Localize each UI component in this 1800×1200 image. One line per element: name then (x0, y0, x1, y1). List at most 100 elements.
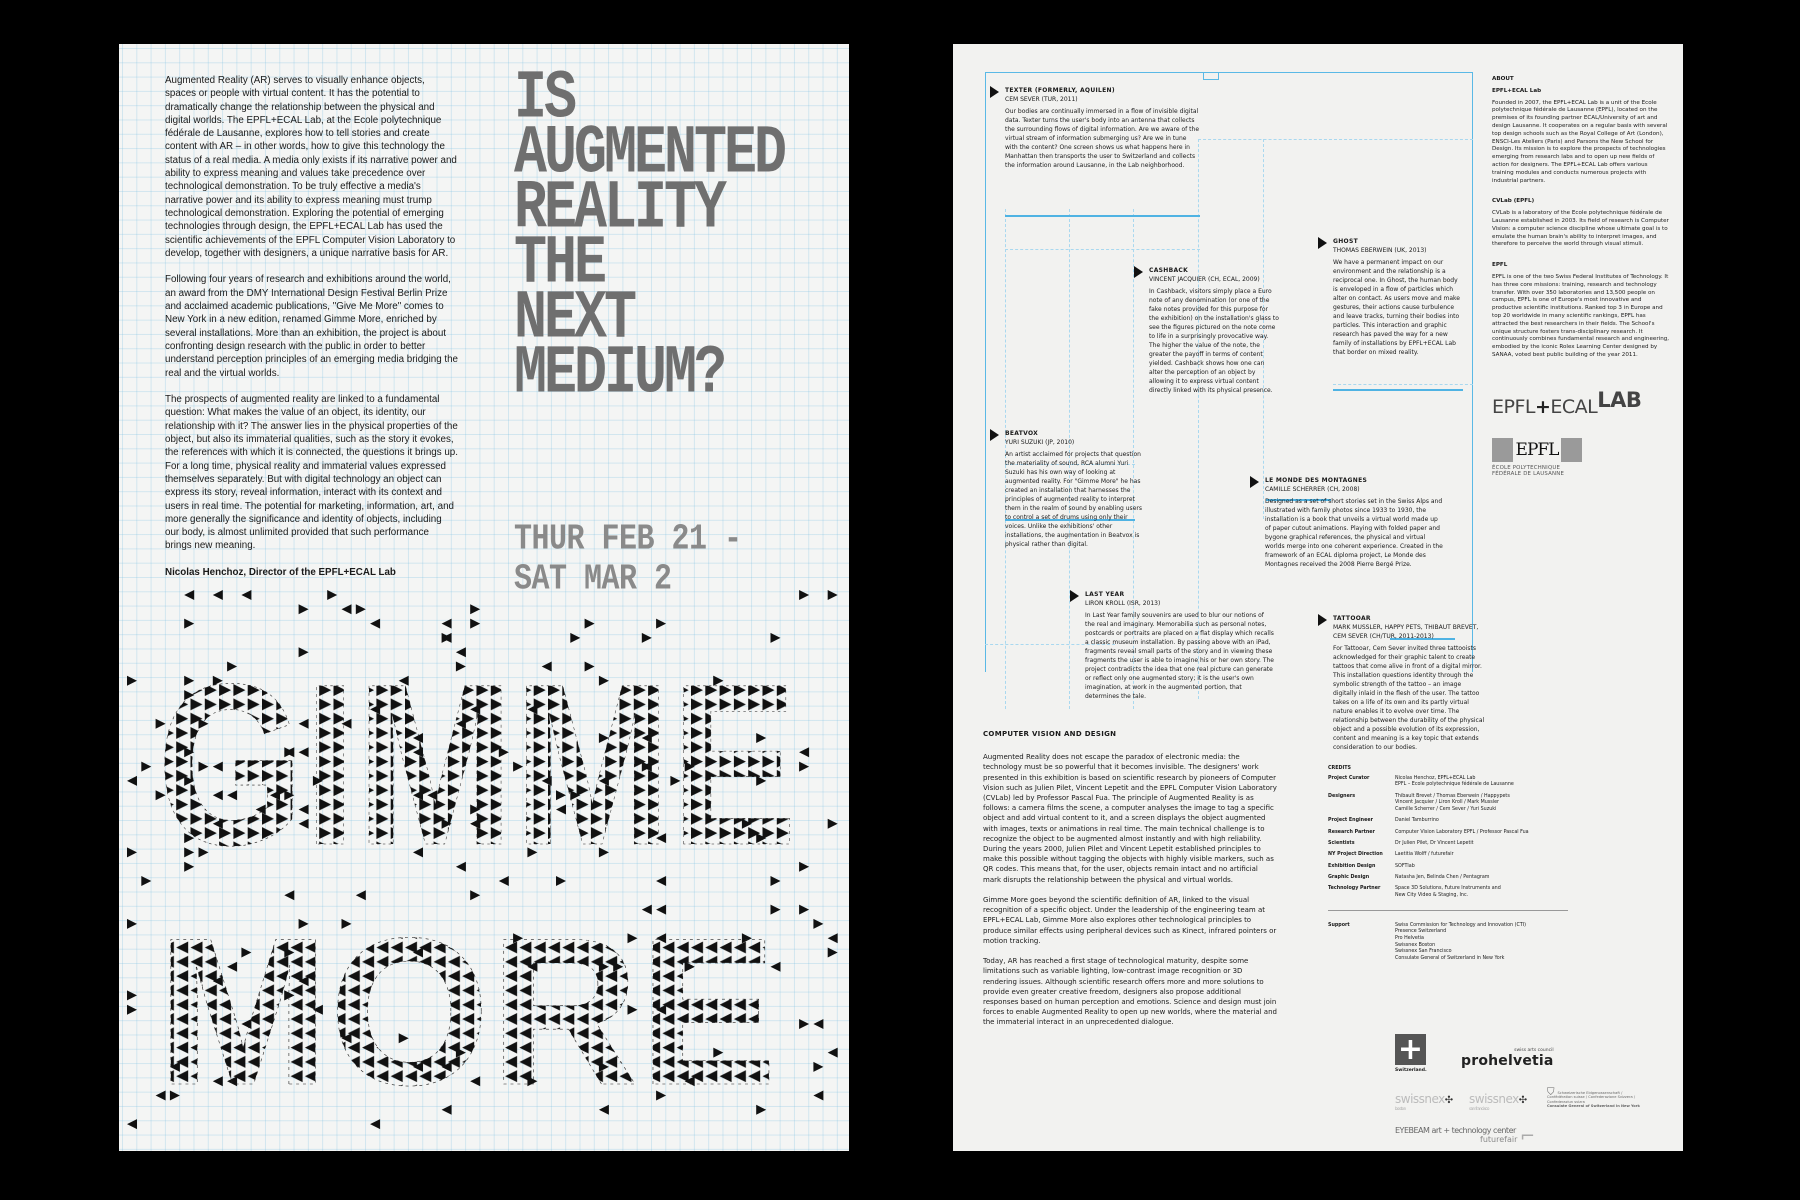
triangle-mark (212, 790, 223, 801)
logo-text: swissnex (1469, 1092, 1519, 1106)
triangle-mark (398, 1033, 409, 1044)
logo-text: ÉCOLE POLYTECHNIQUE (1492, 465, 1561, 471)
epfl-ecal-lab-logo: EPFL+ECALLAB (1492, 388, 1642, 418)
triangle-mark (770, 961, 781, 972)
logo-text: Consulate General of Switzerland in New … (1547, 1104, 1640, 1109)
credit-value: Space 3D Solutions, Future Instruments a… (1395, 886, 1501, 898)
triangle-mark (141, 761, 152, 772)
triangle-mark (227, 661, 238, 672)
triangle-mark (341, 918, 352, 929)
triangle-mark (584, 661, 595, 672)
triangle-mark (470, 704, 481, 715)
epfl-logo: EPFL ÉCOLE POLYTECHNIQUE FÉDÉRALE DE LAU… (1492, 438, 1582, 477)
triangle-mark (498, 747, 509, 758)
triangle-mark (241, 1019, 252, 1029)
shield-icon: ⛉ (1547, 1087, 1555, 1098)
triangle-mark (684, 761, 695, 772)
switzerland-cross-logo: + (1395, 1034, 1426, 1065)
eyebeam-logo: EYEBEAM art + technology center (1395, 1126, 1516, 1135)
credit-value: Dr Julien Pilet, Dr Vincent Lepetit (1395, 841, 1474, 846)
triangle-mark (184, 847, 195, 858)
intro-paragraph: Augmented Reality (AR) serves to visuall… (165, 75, 457, 259)
triangle-mark (127, 675, 137, 686)
play-arrow-icon (990, 429, 999, 441)
triangle-mark (813, 1061, 824, 1072)
logo-text: Switzerland. (1395, 1068, 1427, 1073)
headline-line: IS (514, 59, 577, 138)
project-tattooar: TATTOOAR MARK MUSSLER, HAPPY PETS, THIBA… (1318, 614, 1485, 752)
triangle-mark (556, 790, 566, 801)
title-line-gimme: GIMME (157, 636, 797, 893)
credit-label: Technology Partner (1328, 886, 1381, 892)
triangle-mark (427, 790, 438, 801)
triangle-mark (312, 1004, 323, 1015)
triangle-mark (270, 790, 280, 801)
triangle-mark (827, 590, 838, 600)
project-texter: TEXTER (FORMERLY, AQUILEN) CEM SEVER (TU… (990, 86, 1200, 170)
triangle-mark (627, 1004, 638, 1015)
triangle-mark (799, 904, 810, 915)
project-author: MARK MUSSLER, HAPPY PETS, THIBAUT BREVET… (1333, 624, 1479, 640)
section-paragraph: Augmented Reality does not escape the pa… (983, 753, 1277, 884)
triangle-mark (713, 675, 724, 686)
triangle-mark (241, 947, 252, 958)
about-section-text: CVLab is a laboratory of the Ecole polyt… (1492, 210, 1669, 248)
triangle-mark (684, 1076, 695, 1087)
triangle-mark (641, 904, 652, 915)
triangle-mark (255, 804, 266, 815)
triangle-mark (756, 775, 767, 786)
triangle-mark (527, 704, 538, 715)
prohelvetia-logo: swiss arts council prohelvetia (1461, 1048, 1554, 1069)
guide-line (1198, 139, 1473, 140)
triangle-mark (813, 918, 824, 929)
credit-label: Research Partner (1328, 829, 1375, 835)
credit-row: Project Engineer Daniel Tamburrino (1328, 818, 1578, 825)
scattered-triangles (127, 590, 838, 1130)
triangle-mark (827, 818, 838, 829)
triangle-mark (413, 1061, 423, 1072)
triangle-mark (770, 904, 781, 915)
triangle-mark (527, 847, 538, 858)
title-line-more: MORE (157, 894, 777, 1129)
credit-row: Graphic Design Natasha Jen, Belinda Chen … (1328, 875, 1578, 882)
triangle-mark (241, 590, 252, 600)
triangle-mark (370, 1119, 381, 1130)
triangle-mark (184, 618, 195, 629)
triangle-mark (541, 775, 552, 786)
triangle-mark (312, 775, 323, 786)
credit-value: Computer Vision Laboratory EPFL / Profes… (1395, 829, 1529, 835)
headline-line: REALITY (514, 169, 727, 248)
intro-paragraph: The prospects of augmented reality are l… (165, 394, 458, 552)
credit-row: Scientists Dr Julien Pilet, Dr Vincent Le… (1328, 841, 1578, 848)
credit-value: Laetitia Wolff / futurefair (1395, 852, 1454, 858)
triangle-mark (398, 675, 409, 686)
sponsor-logos: + Switzerland. swiss arts council prohel… (1395, 1034, 1655, 1147)
triangle-mark (656, 876, 667, 886)
triangle-mark (227, 1076, 238, 1087)
about-heading: ABOUT (1492, 76, 1514, 82)
about-column: ABOUT EPFL+ECAL Lab Founded in 2007, the… (1492, 76, 1670, 373)
triangle-mark (455, 661, 466, 672)
headline-line: NEXT (514, 279, 637, 358)
triangle-mark (298, 747, 309, 758)
guide-line (1005, 209, 1006, 709)
triangle-mark (184, 833, 195, 844)
triangle-mark (813, 1019, 824, 1029)
triangle-mark (598, 961, 609, 972)
project-description: Our bodies are continually immersed in a… (1005, 108, 1200, 169)
triangle-mark (756, 833, 767, 844)
triangle-mark (656, 833, 667, 844)
triangle-mark (641, 733, 652, 743)
triangle-mark (441, 632, 452, 643)
logo-text: FÉDÉRALE DE LAUSANNE (1492, 471, 1565, 477)
triangle-mark (827, 933, 838, 944)
triangle-mark (212, 976, 223, 987)
triangle-mark (656, 618, 667, 629)
triangle-mark (413, 747, 423, 758)
triangle-mark (127, 775, 137, 786)
triangle-mark (670, 775, 681, 786)
triangle-mark (284, 890, 295, 901)
triangle-mark (284, 947, 295, 958)
guide-line (1198, 139, 1199, 699)
logo-text: futurefair (1480, 1135, 1518, 1144)
